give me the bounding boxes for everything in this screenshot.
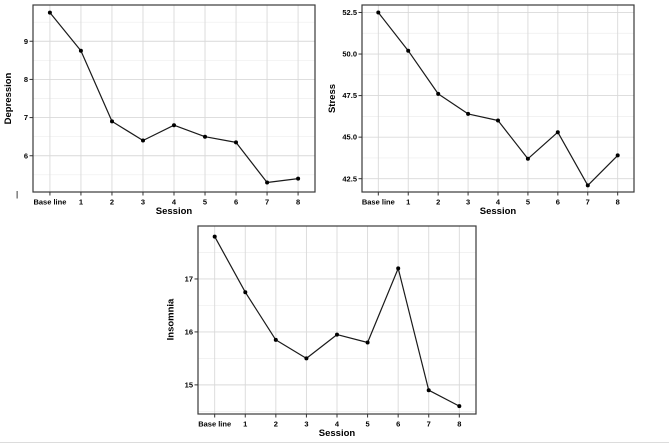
svg-text:2: 2: [436, 198, 440, 207]
svg-text:47.5: 47.5: [342, 91, 357, 100]
svg-text:9: 9: [24, 37, 28, 46]
insomnia-plot-area: 15 16 17 Base line 1 2 3 4 5 6 7 8: [185, 225, 477, 429]
depression-x-axis-label: Session: [155, 206, 193, 217]
svg-text:45.0: 45.0: [342, 133, 357, 142]
stress-chart: 42.5 45.0 47.5 50.0 52.5 Base line 1 2 3 4 5 6 7 8 St…: [320, 0, 669, 221]
svg-text:15: 15: [185, 380, 193, 389]
svg-text:8: 8: [24, 75, 28, 84]
insomnia-x-axis-label: Session: [318, 428, 356, 439]
stress-y-axis-label: Stress: [326, 83, 338, 113]
svg-text:16: 16: [185, 328, 193, 337]
svg-text:6: 6: [396, 420, 400, 429]
stress-plot-area: 42.5 45.0 47.5 50.0 52.5 Base line 1 2 3 4 5 6 7 8: [342, 4, 635, 207]
svg-text:8: 8: [457, 420, 461, 429]
svg-text:8: 8: [616, 198, 620, 207]
depression-chart: 6 7 8 9 Base line 1 2 3 4 5 6 7 8 Depression Session: [0, 0, 335, 221]
svg-text:1: 1: [406, 198, 410, 207]
svg-text:6: 6: [234, 198, 238, 207]
svg-text:4: 4: [496, 198, 501, 207]
svg-text:3: 3: [141, 198, 145, 207]
stress-x-axis-label: Session: [479, 206, 517, 217]
svg-text:6: 6: [24, 151, 28, 160]
svg-text:5: 5: [526, 198, 530, 207]
svg-text:7: 7: [265, 198, 269, 207]
svg-text:5: 5: [365, 420, 369, 429]
insomnia-chart: 15 16 17 Base line 1 2 3 4 5 6 7 8 Insomnia Session: [160, 221, 509, 443]
svg-text:6: 6: [556, 198, 560, 207]
svg-text:17: 17: [185, 275, 193, 284]
svg-text:2: 2: [274, 420, 278, 429]
svg-text:42.5: 42.5: [342, 174, 357, 183]
svg-text:1: 1: [243, 420, 247, 429]
svg-text:3: 3: [304, 420, 308, 429]
svg-text:1: 1: [79, 198, 83, 207]
depression-y-axis-label: Depression: [2, 72, 14, 124]
insomnia-y-axis-label: Insomnia: [165, 298, 177, 341]
svg-text:7: 7: [586, 198, 590, 207]
depression-plot-area: 6 7 8 9 Base line 1 2 3 4 5 6 7 8: [24, 4, 316, 207]
svg-text:4: 4: [335, 420, 340, 429]
svg-text:8: 8: [296, 198, 300, 207]
svg-text:52.5: 52.5: [342, 8, 357, 17]
svg-text:Base line: Base line: [362, 198, 395, 207]
svg-text:3: 3: [466, 198, 470, 207]
svg-text:50.0: 50.0: [342, 50, 357, 59]
svg-text:4: 4: [172, 198, 177, 207]
svg-text:2: 2: [110, 198, 114, 207]
svg-text:7: 7: [24, 113, 28, 122]
svg-text:Base line: Base line: [198, 420, 231, 429]
svg-text:7: 7: [427, 420, 431, 429]
svg-text:5: 5: [203, 198, 207, 207]
svg-text:Base line: Base line: [33, 198, 66, 207]
stray-tick-mark: |: [16, 190, 19, 199]
